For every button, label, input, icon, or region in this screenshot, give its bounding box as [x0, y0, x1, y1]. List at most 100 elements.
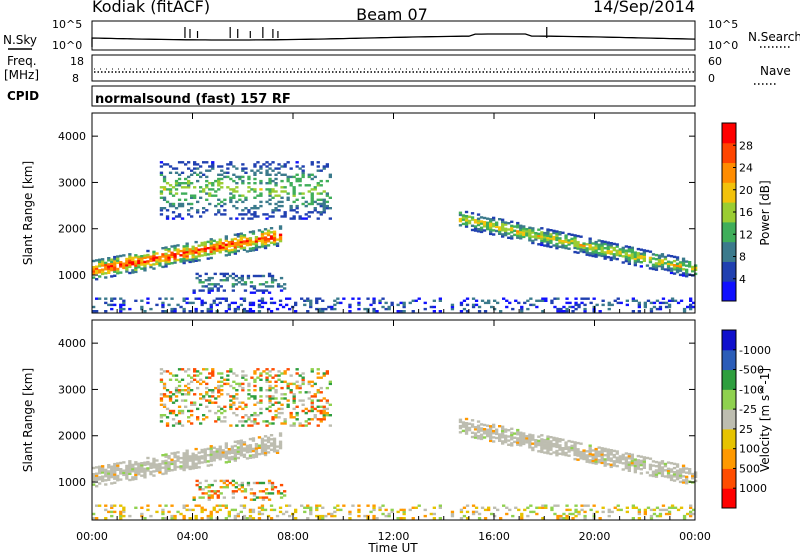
- velocity-cell: [535, 512, 539, 516]
- velocity-cell: [672, 471, 677, 474]
- power-cell: [197, 244, 201, 247]
- velocity-cell: [589, 508, 593, 512]
- velocity-cell: [263, 435, 268, 438]
- power-cell: [476, 230, 481, 233]
- velocity-cell: [248, 446, 253, 449]
- power-cell: [95, 310, 99, 313]
- velocity-cell: [531, 434, 535, 437]
- velocity-cell: [322, 414, 326, 417]
- velocity-cell: [158, 504, 162, 507]
- power-cell: [170, 307, 174, 311]
- power-cell: [507, 232, 511, 235]
- velocity-cell: [624, 458, 628, 461]
- power-cell: [372, 299, 376, 302]
- velocity-cell: [137, 466, 141, 470]
- velocity-cell: [104, 479, 108, 482]
- velocity-cell: [492, 436, 496, 439]
- velocity-cell: [438, 506, 442, 509]
- power-cell: [670, 297, 675, 300]
- power-cell: [603, 240, 607, 244]
- power-cell: [583, 310, 587, 313]
- power-cell: [316, 192, 320, 195]
- power-cell: [250, 188, 254, 191]
- velocity-cell: [348, 510, 352, 514]
- velocity-cell: [248, 454, 253, 457]
- power-cell: [238, 177, 242, 181]
- velocity-cell: [168, 409, 173, 413]
- power-cell: [268, 188, 272, 191]
- power-cell: [526, 307, 530, 311]
- power-cell: [372, 297, 376, 300]
- power-cell: [249, 285, 254, 288]
- velocity-cell: [203, 452, 207, 455]
- velocity-cell: [265, 378, 269, 381]
- power-cell: [667, 303, 672, 307]
- velocity-cell: [194, 462, 198, 465]
- power-cell: [592, 297, 596, 300]
- velocity-cell: [159, 403, 164, 406]
- power-cell: [318, 307, 322, 311]
- power-cell: [624, 259, 628, 263]
- power-cell: [262, 163, 266, 166]
- velocity-cell: [633, 470, 637, 474]
- power-cell: [167, 258, 171, 261]
- velocity-cell: [104, 504, 108, 507]
- power-cell: [230, 244, 234, 247]
- velocity-cell: [98, 465, 102, 468]
- power-cell: [229, 198, 233, 201]
- velocity-cell: [333, 514, 337, 518]
- velocity-cell: [173, 464, 177, 467]
- velocity-cell: [558, 438, 562, 441]
- velocity-cell: [283, 370, 287, 373]
- velocity-cell: [247, 397, 251, 400]
- velocity-cell: [583, 510, 587, 514]
- power-cell: [205, 186, 209, 189]
- velocity-cell: [315, 504, 319, 507]
- velocity-cell: [681, 468, 686, 472]
- velocity-cell: [531, 446, 535, 450]
- power-cell: [171, 204, 176, 208]
- velocity-cell: [666, 471, 671, 475]
- power-cell: [666, 264, 671, 268]
- velocity-cell: [573, 449, 577, 452]
- velocity-cell: [266, 440, 271, 444]
- velocity-cell: [482, 423, 487, 427]
- power-cell: [268, 192, 272, 195]
- power-cell: [272, 243, 277, 246]
- power-cell: [165, 217, 170, 220]
- velocity-cell: [171, 401, 176, 404]
- power-cell: [116, 255, 120, 258]
- y-tick-label: 1000: [58, 269, 86, 282]
- power-cell: [231, 285, 235, 288]
- velocity-cell: [128, 472, 132, 475]
- power-cell: [528, 226, 532, 229]
- power-cell: [241, 179, 245, 183]
- power-cell: [216, 283, 220, 286]
- velocity-cell: [429, 512, 433, 516]
- power-cell: [257, 239, 262, 242]
- power-cell: [204, 272, 208, 276]
- power-cell: [411, 310, 415, 313]
- velocity-cell: [222, 496, 226, 499]
- velocity-cell: [643, 512, 647, 516]
- velocity-cell: [648, 474, 653, 477]
- velocity-cell: [292, 401, 296, 404]
- power-cell: [259, 204, 263, 208]
- colorbar-swatch: [722, 428, 736, 450]
- power-cell: [591, 242, 595, 245]
- power-cell: [301, 175, 305, 179]
- power-cell: [209, 244, 213, 247]
- velocity-cell: [95, 472, 99, 475]
- power-cell: [464, 217, 469, 220]
- power-cell: [582, 242, 586, 245]
- velocity-cell: [197, 461, 201, 465]
- power-cell: [531, 229, 535, 232]
- power-cell: [552, 229, 556, 233]
- velocity-cell: [182, 514, 186, 518]
- velocity-cell: [202, 380, 206, 383]
- velocity-cell: [236, 442, 240, 445]
- velocity-cell: [476, 437, 481, 440]
- velocity-cell: [116, 479, 120, 482]
- velocity-cell: [179, 467, 183, 470]
- velocity-cell: [507, 429, 511, 432]
